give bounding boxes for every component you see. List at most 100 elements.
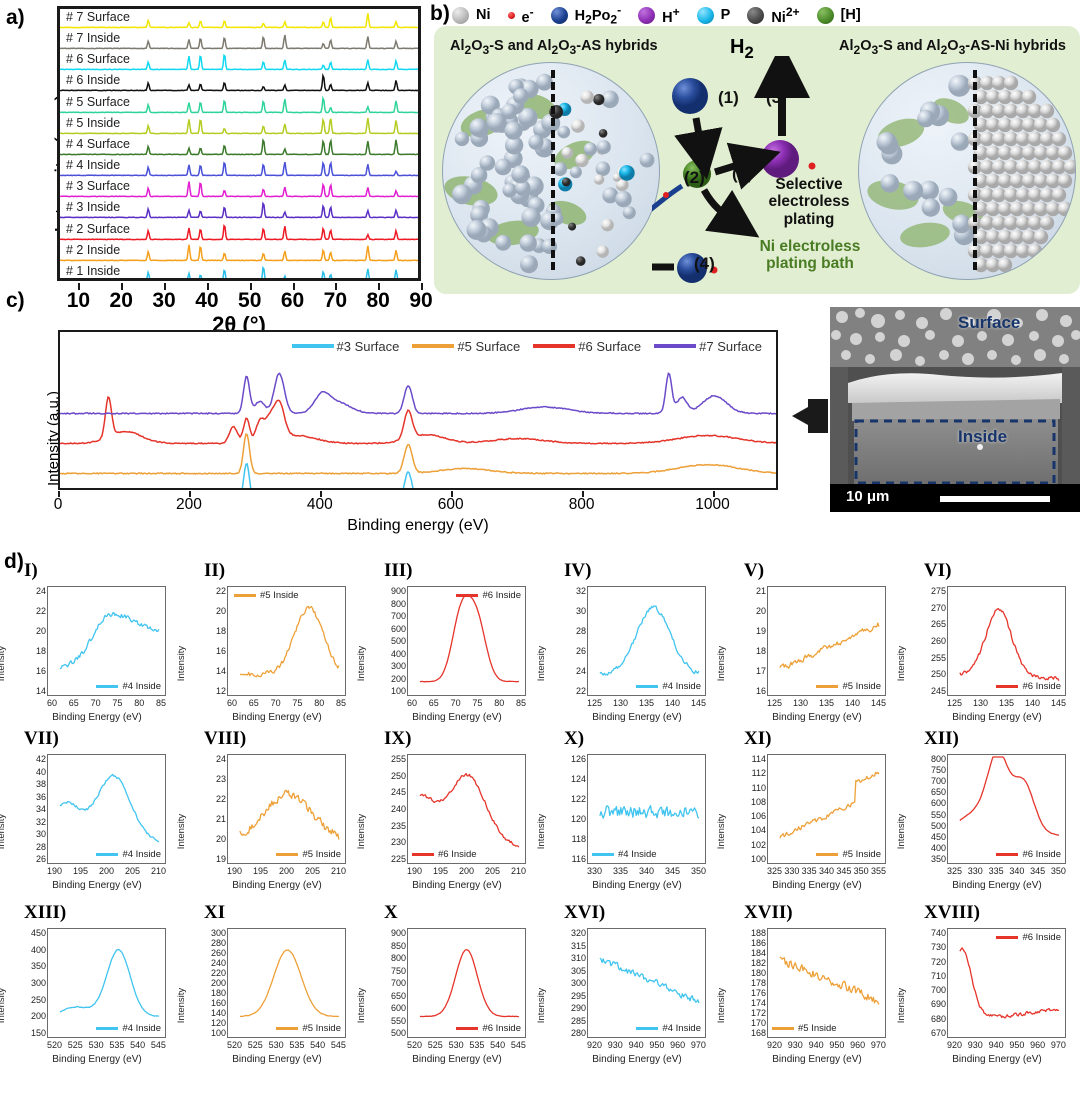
mini-plot-x-axis-label: Binding Energy (eV) [772,1054,862,1065]
legend-line [996,936,1019,939]
mini-plot-x-tick-label: 140 [664,698,680,708]
mini-plot-x-tick-label: 520 [47,1040,63,1050]
mini-plot-y-tick-label: 750 [930,765,946,776]
mini-plot-y-tick-label: 18 [215,626,226,636]
mini-plot-y-tick-label: 36 [35,791,46,802]
mini-plot-y-tick-label: 275 [930,586,946,596]
mini-plot-x-tick-label: 345 [1030,866,1046,876]
mini-plot-x-tick-label: 545 [150,1040,166,1050]
mini-plot-x-tick-label: 920 [587,1040,603,1050]
mini-plot-x-tick-label: 530 [448,1040,464,1050]
selective-line-1: Selective [775,176,843,193]
mini-plot-y-tick-label: 22 [35,606,46,616]
mini-plot-y-tick-label: 17 [755,666,766,676]
mini-plot-x-tick-label: 340 [818,866,835,876]
panel-a-tick-label: 50 [238,289,262,312]
mini-plot-y-tick-label: 260 [930,635,946,646]
mini-plot-y-tick-label: 220 [210,968,226,978]
mini-plot-y-tick-label: 720 [930,956,946,967]
panel-c-legend: #3 Surface #5 Surface #6 Surface #7 Surface [58,337,778,355]
mini-plot-x-tick-label: 930 [607,1040,623,1050]
xps-survey-trace [60,364,776,418]
mini-plot-roman-label: VII) [24,728,59,749]
panel-c-plot-area [58,330,778,490]
mini-plot-y-tick-label: 240 [390,803,406,814]
mini-plot-x-tick-label: 210 [330,866,346,876]
sem-inside-label: Inside [958,427,1008,446]
mini-plot-y-tick-label: 900 [390,586,406,596]
mini-plot-x-tick-label: 60 [227,698,238,708]
mini-plot-x-tick-label: 195 [252,866,269,876]
mini-plot-x-tick-label: 520 [407,1040,423,1050]
legend-line [276,853,299,856]
panel-b-right-title: Al2O3-S and Al2O3-AS-Ni hybrids [839,38,1066,57]
mini-plot-y-tick-label: 38 [35,779,46,789]
xrd-trace-label: # 7 Surface [66,10,130,24]
mini-plot-y-tick-label: 850 [390,940,406,951]
legend-line [816,685,839,688]
mini-plot-y-tick-label: 120 [570,814,586,824]
xps-mini-plot: I) Intensity 24 22 20 18 16 14 #4 Inside 60 65 70 75… [0,560,180,748]
xps-mini-plot: X) Intensity 126 124 122 120 118 116 #4 Inside 33… [536,728,720,916]
mini-plot-x-tick-label: 130 [612,698,629,708]
mini-plot-x-tick-label: 200 [278,866,294,876]
mini-plot-legend: #5 Inside [816,681,881,692]
legend-line [533,344,576,348]
mini-plot-y-tick-label: 178 [750,978,766,988]
mini-plot-y-tick-label: 290 [570,1003,586,1013]
legend-line [592,853,614,856]
panel-c-tick [319,491,322,497]
panel-a-tick [164,283,167,290]
legend-line [234,594,256,597]
mini-plot-y-ticks: 21 20 19 18 17 16 [726,586,766,696]
mini-plot-roman-label: X [384,902,398,923]
mini-plot-x-axis-label: Binding Energy (eV) [232,712,322,723]
xrd-trace [60,51,418,72]
mini-plot-x-tick-label: 80 [134,698,145,708]
panel-a-tick [206,283,209,290]
legend-line [276,1027,299,1030]
panel-a-tick [335,283,338,290]
mini-plot-roman-label: XIII) [24,902,67,923]
mini-plot-y-ticks: 42 40 38 36 34 32 30 28 26 [6,754,46,864]
mini-plot-y-ticks: 188 186 184 182 180 178 176 174 172 170 168 [726,928,766,1038]
mini-plot-y-tick-label: 350 [30,961,46,972]
panel-a-tick [421,283,423,290]
mini-plot-y-tick-label: 186 [750,938,766,948]
mini-plot-y-tick-label: 16 [215,646,226,656]
mini-plot-legend: #5 Inside [234,590,299,601]
mini-plot-y-tick-label: 16 [35,666,46,676]
legend-label: e- [521,4,534,26]
mini-plot-y-tick-label: 700 [390,978,406,988]
mini-plot-area: #6 Inside [947,928,1066,1038]
xps-mini-plot: XII) Intensity 800 750 700 650 600 550 500 450 400… [896,728,1080,916]
step-2b-label: (2) [684,168,705,187]
mini-plot-y-tick-label: 180 [210,988,226,998]
mini-plot-x-tick-label: 970 [870,1040,886,1050]
mini-plot-x-tick-label: 525 [427,1040,443,1050]
mini-plot-x-tick-label: 80 [494,698,505,708]
legend-label: #4 Inside [662,1023,701,1034]
panel-a-tick-label: 40 [195,289,219,312]
mini-plot-y-ticks: 800 750 700 650 600 550 500 450 400 350 [906,754,946,864]
mini-plot-x-tick-label: 330 [967,866,983,876]
mini-plot-y-tick-label: 280 [570,1028,586,1038]
mini-plot-x-tick-label: 70 [450,698,461,708]
mini-plot-y-tick-label: 24 [215,754,226,764]
panel-a-xrd: a) Intensity (a.u.) # 7 Surface# 7 Insid… [0,0,433,337]
mini-plot-x-tick-label: 530 [268,1040,284,1050]
mini-plot-y-tick-label: 300 [30,977,46,988]
legend-line [96,1027,119,1030]
legend-line [816,853,839,856]
mini-plot-y-tick-label: 112 [751,768,766,779]
mini-plot-y-tick-label: 670 [930,1027,946,1038]
mini-plot-y-ticks: 900 800 700 600 500 400 300 200 100 [366,586,406,696]
legend-label: #5 Surface [457,338,521,354]
mini-plot-x-ticks: 325 330 335 340 345 350 355 [767,866,886,876]
legend-label: #6 Inside [482,1023,521,1034]
mini-plot-x-tick-label: 75 [112,698,123,708]
legend-label: [H] [840,7,861,23]
mini-plot-x-tick-label: 140 [844,698,860,708]
mini-plot-y-tick-label: 500 [390,1028,406,1038]
sphere-green-icon [816,6,834,24]
